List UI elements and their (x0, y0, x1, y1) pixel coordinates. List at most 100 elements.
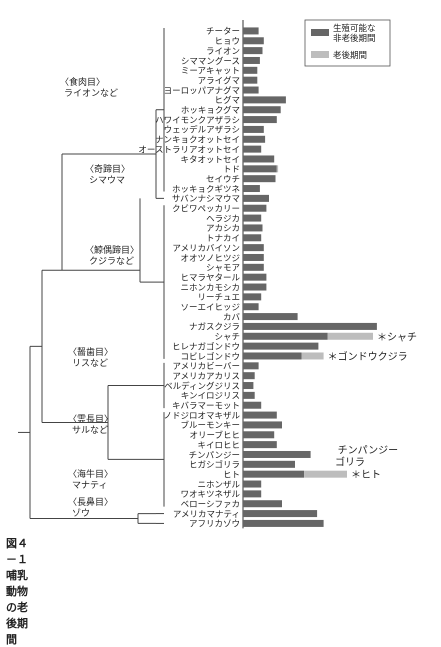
bar-fertile-11 (243, 135, 266, 143)
bar-fertile-34 (243, 362, 259, 370)
bar-fertile-40 (243, 421, 282, 429)
bar-fertile-41 (243, 431, 275, 439)
annotation-1: ＊ゴンドウクジラ (328, 350, 408, 363)
category-label-27: リーチュエ (197, 293, 240, 303)
category-label-2: ライオン (206, 47, 240, 57)
category-label-6: ヨーロッパアナグマ (164, 85, 240, 96)
bar-fertile-49 (243, 510, 318, 518)
annotation-0: ＊シャチ (377, 331, 417, 343)
group-sub-1: シマウマ (89, 175, 125, 186)
bar-fertile-29 (243, 313, 298, 321)
category-label-48: ベローシファカ (181, 500, 240, 510)
bar-fertile-43 (243, 450, 311, 458)
category-label-13: キタオットセイ (180, 155, 240, 165)
annotation-4: ＊ヒト (351, 469, 381, 481)
bar-fertile-39 (243, 411, 277, 419)
category-label-30: ナガスクジラ (189, 322, 240, 333)
bar-fertile-50 (243, 519, 324, 527)
category-label-40: ブルーモンキー (180, 420, 240, 431)
group-label-0: 〈食肉目〉 (60, 76, 105, 88)
bar-fertile-26 (243, 283, 267, 291)
bar-fertile-2 (243, 47, 263, 55)
bar-fertile-24 (243, 263, 264, 271)
bar-fertile-30 (243, 322, 377, 330)
bar-postfertile-14 (276, 165, 279, 173)
bar-fertile-1 (243, 37, 264, 45)
category-label-20: アカシカ (206, 224, 240, 234)
category-label-1: ヒョウ (214, 37, 240, 47)
category-label-10: ウェッデルアザラシ (164, 125, 240, 136)
group-sub-5: マナティ (72, 480, 107, 491)
bar-fertile-33 (243, 352, 302, 360)
category-label-43: チンパンジー (189, 451, 240, 461)
bar-fertile-14 (243, 165, 277, 173)
category-label-47: ワオキツネザル (180, 490, 240, 500)
legend-box (304, 19, 391, 67)
bar-fertile-15 (243, 175, 276, 183)
bar-fertile-18 (243, 204, 267, 212)
bar-fertile-44 (243, 460, 295, 468)
category-label-50: アフリカゾウ (189, 520, 240, 530)
group-label-1: 〈奇蹄目〉 (85, 163, 130, 175)
bar-postfertile-33 (301, 352, 324, 360)
category-label-36: ベルディングジリス (164, 381, 240, 392)
bar-fertile-5 (243, 76, 258, 84)
category-label-45: ヒト (223, 470, 240, 480)
category-label-11: ナンキョクオットセイ (155, 136, 240, 146)
category-label-37: キンイロジリス (181, 392, 240, 402)
category-label-9: ハワイモンクアザラシ (155, 116, 240, 126)
bar-fertile-23 (243, 253, 264, 261)
bar-fertile-12 (243, 145, 262, 153)
category-label-33: コビレゴンドウ (180, 351, 240, 362)
bar-fertile-17 (243, 194, 269, 202)
category-label-7: ヒグマ (214, 95, 240, 106)
category-label-3: シママングース (181, 56, 240, 67)
category-label-38: キバラマーモット (172, 402, 240, 412)
bar-fertile-10 (243, 125, 264, 133)
category-label-35: アメリカアカリス (172, 372, 240, 382)
category-label-46: ニホンザル (197, 480, 240, 490)
category-label-24: シャモア (206, 264, 240, 274)
category-label-4: ミーアキャット (181, 67, 240, 77)
bar-fertile-20 (243, 224, 263, 232)
legend-label-fertile-1: 生殖可能な (333, 23, 376, 34)
lifespan-chart: チーターヒョウライオンシママングースミーアキャットアライグマヨーロッパアナグマヒ… (18, 19, 417, 530)
bar-fertile-3 (243, 56, 260, 64)
bar-fertile-47 (243, 490, 262, 498)
bar-fertile-37 (243, 391, 255, 399)
bar-fertile-35 (243, 372, 255, 380)
category-label-39: ノドジロオマキザル (163, 411, 240, 421)
bar-fertile-28 (243, 303, 259, 311)
category-label-34: アメリカビーバー (173, 362, 241, 372)
annotation-2: チンパンジー (338, 444, 399, 456)
category-label-49: アメリカマナティ (173, 510, 240, 520)
category-label-41: オリーブヒヒ (190, 430, 241, 441)
category-label-32: ヒレナガゴンドウ (172, 341, 240, 352)
group-label-2: 〈鯨偶蹄目〉 (85, 244, 139, 256)
category-label-8: ホッキョクグマ (181, 105, 240, 116)
legend-label-fertile-2: 非老後期間 (333, 33, 376, 44)
bar-fertile-19 (243, 214, 262, 222)
category-label-14: トド (223, 165, 240, 175)
bar-fertile-21 (243, 234, 262, 242)
group-label-4: 〈霊長目〉 (68, 414, 113, 425)
category-label-21: トナカイ (206, 234, 240, 244)
bar-postfertile-45 (304, 470, 347, 478)
bar-fertile-9 (243, 116, 277, 124)
bar-fertile-31 (243, 332, 328, 340)
bar-fertile-16 (243, 185, 260, 193)
category-label-18: クビワペッカリー (172, 205, 240, 215)
category-label-19: ヘラジカ (206, 214, 240, 224)
category-label-22: アメリカバイソン (172, 244, 240, 254)
bar-fertile-22 (243, 244, 264, 252)
group-label-3: 〈齧歯目〉 (68, 346, 113, 358)
group-label-6: 〈長鼻目〉 (68, 496, 113, 508)
bar-postfertile-31 (327, 332, 373, 340)
category-label-16: ホッキョクギツネ (172, 185, 240, 195)
category-label-31: シャチ (214, 333, 240, 343)
category-label-26: ニホンカモシカ (180, 283, 240, 293)
bar-fertile-38 (243, 401, 262, 409)
category-label-17: サバンナシマウマ (172, 195, 240, 205)
legend-label-postfertile: 老後期間 (333, 50, 367, 61)
bar-fertile-42 (243, 441, 277, 449)
